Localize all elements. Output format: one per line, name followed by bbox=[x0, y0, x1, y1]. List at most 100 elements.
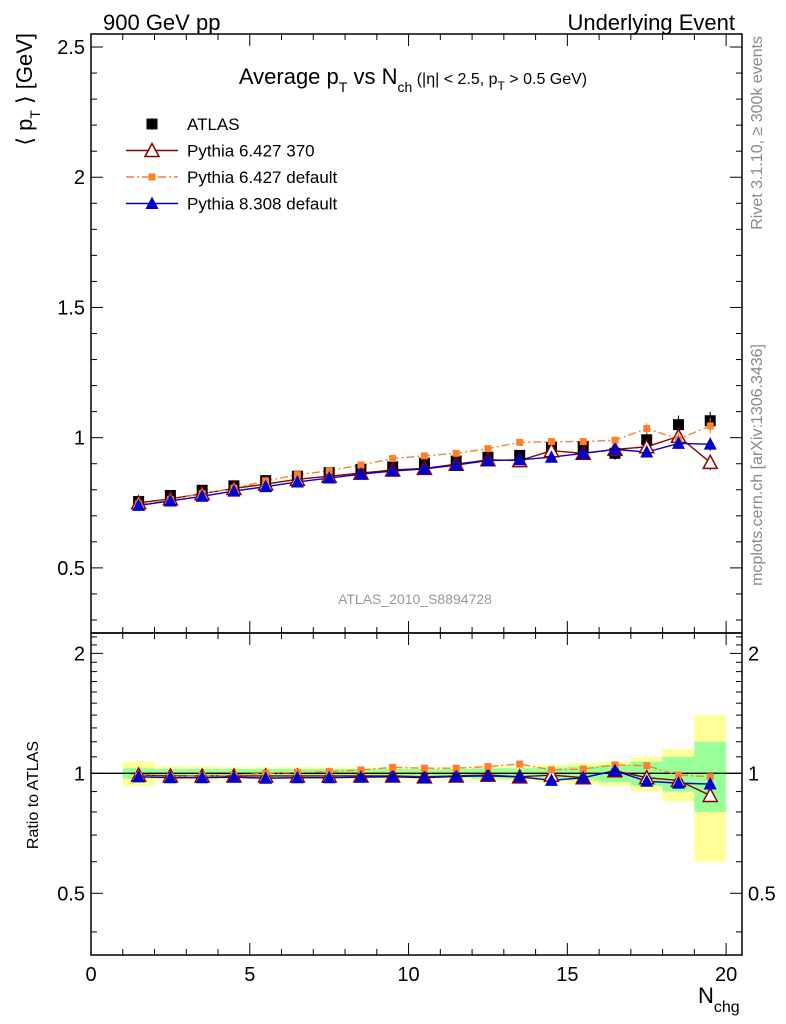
marker-pythia6_default bbox=[706, 422, 714, 430]
xtick-label: 0 bbox=[85, 964, 96, 986]
marker-pythia6_default bbox=[579, 438, 587, 446]
marker-pythia8_default bbox=[544, 773, 558, 786]
marker-pythia8_default bbox=[290, 474, 304, 488]
marker-pythia8_default bbox=[163, 770, 177, 784]
marker-pythia8_default bbox=[386, 769, 400, 783]
marker-pythia8_default bbox=[354, 770, 368, 783]
header-left: 900 GeV pp bbox=[103, 10, 220, 35]
marker-pythia8_default bbox=[449, 769, 463, 782]
marker-pythia6_default bbox=[674, 771, 682, 779]
marker-pythia6_default bbox=[579, 765, 587, 773]
marker-pythia6_default bbox=[452, 764, 460, 772]
xtick-label: 15 bbox=[556, 964, 578, 986]
xtick-label: 20 bbox=[715, 964, 737, 986]
marker-pythia8_default bbox=[417, 461, 431, 475]
ytick-label: 0.5 bbox=[57, 558, 85, 580]
header-right: Underlying Event bbox=[567, 10, 735, 35]
xtick-label: 10 bbox=[397, 964, 419, 986]
marker-pythia8_default bbox=[513, 769, 527, 783]
ytick-label: 1.5 bbox=[57, 297, 85, 319]
plot-title: Average pT vs Nch (|η| < 2.5, pT > 0.5 G… bbox=[239, 64, 587, 95]
marker-pythia6_default bbox=[643, 762, 651, 770]
ratio-ytick-label: 0.5 bbox=[57, 883, 85, 905]
marker-pythia6_default bbox=[357, 461, 365, 469]
marker-pythia8_default bbox=[481, 768, 495, 782]
ytick-label: 2 bbox=[74, 167, 85, 189]
marker-pythia8_default bbox=[640, 774, 654, 787]
analysis-watermark: ATLAS_2010_S8894728 bbox=[338, 591, 492, 607]
marker-pythia8_default bbox=[544, 450, 558, 463]
marker-pythia8_default bbox=[259, 479, 273, 493]
marker-pythia8_default bbox=[576, 770, 590, 784]
marker-pythia8_default bbox=[132, 769, 146, 783]
marker-pythia6_370 bbox=[701, 453, 719, 470]
marker-pythia6_default bbox=[643, 425, 651, 433]
ratio-panel: 0.5 0.51 12 20 5 10 15 20 bbox=[57, 632, 776, 986]
marker-pythia6_default bbox=[516, 760, 524, 768]
marker-pythia6_default bbox=[389, 455, 397, 463]
ratio-ytick-label: 1 bbox=[74, 763, 85, 785]
marker-pythia8_default bbox=[608, 763, 622, 777]
marker-pythia8_default bbox=[640, 444, 654, 458]
marker-pythia6_default bbox=[547, 766, 555, 774]
marker-pythia8_default bbox=[417, 770, 431, 784]
legend-label-pythia6_default: Pythia 6.427 default bbox=[187, 168, 338, 187]
marker-pythia6_default bbox=[452, 449, 460, 457]
legend-label-pythia8_default: Pythia 8.308 default bbox=[187, 195, 338, 214]
marker-pythia8_default bbox=[608, 442, 622, 455]
marker-data bbox=[672, 419, 684, 431]
marker-pythia8_default bbox=[322, 770, 336, 784]
marker-pythia8_default bbox=[671, 776, 685, 789]
marker-pythia6_default bbox=[516, 438, 524, 446]
legend-label-pythia6_370: Pythia 6.427 370 bbox=[187, 142, 315, 161]
marker-data bbox=[146, 118, 158, 130]
marker-pythia8_default bbox=[132, 498, 146, 511]
marker-pythia8_default bbox=[322, 471, 336, 484]
marker-pythia6_default bbox=[325, 467, 333, 475]
marker-pythia6_default bbox=[420, 764, 428, 772]
ratio-ytick-label-right: 2 bbox=[748, 643, 759, 665]
marker-pythia6_default bbox=[611, 436, 619, 444]
rivet-label: Rivet 3.1.10, ≥ 300k events bbox=[749, 36, 766, 230]
marker-pythia8_default bbox=[354, 467, 368, 480]
marker-pythia8_default bbox=[703, 437, 717, 450]
marker-pythia6_default bbox=[389, 763, 397, 771]
marker-pythia8_default bbox=[386, 464, 400, 477]
marker-pythia6_default bbox=[484, 445, 492, 453]
marker-pythia6_370 bbox=[701, 786, 719, 803]
marker-pythia6_default bbox=[357, 766, 365, 774]
ratio-ytick-label-right: 0.5 bbox=[748, 883, 776, 905]
marker-pythia6_default bbox=[148, 173, 156, 181]
marker-pythia8_default bbox=[259, 771, 273, 784]
marker-pythia8_default bbox=[576, 446, 590, 459]
marker-pythia8_default bbox=[227, 770, 241, 783]
ytick-label: 2.5 bbox=[57, 37, 85, 59]
marker-pythia8_default bbox=[449, 458, 463, 471]
top-ylabel: ⟨ pT ⟩ [GeV] bbox=[12, 33, 43, 146]
xtick-label: 5 bbox=[244, 964, 255, 986]
marker-pythia6_default bbox=[293, 471, 301, 479]
marker-pythia6_default bbox=[706, 773, 714, 781]
marker-pythia8_default bbox=[163, 493, 177, 507]
ytick-label: 1 bbox=[74, 428, 85, 450]
mcplots-label: mcplots.cern.ch [arXiv:1306.3436] bbox=[749, 344, 766, 586]
marker-pythia6_370 bbox=[143, 141, 161, 158]
marker-pythia8_default bbox=[703, 777, 717, 790]
legend: ATLAS Pythia 6.427 370 Pythia 6.427 defaul… bbox=[126, 115, 338, 214]
marker-pythia8_default bbox=[227, 484, 241, 497]
marker-pythia8_default bbox=[671, 436, 685, 449]
legend-label-data: ATLAS bbox=[187, 115, 240, 134]
ratio-ylabel: Ratio to ATLAS bbox=[25, 741, 42, 849]
marker-pythia8_default bbox=[290, 770, 304, 784]
marker-pythia8_default bbox=[513, 452, 527, 466]
ratio-ytick-label-right: 1 bbox=[748, 763, 759, 785]
marker-pythia6_default bbox=[420, 452, 428, 460]
ratio-frame bbox=[90, 632, 743, 956]
xlabel: Nchg bbox=[698, 983, 740, 1016]
marker-pythia6_default bbox=[547, 438, 555, 446]
ratio-ytick-label: 2 bbox=[74, 643, 85, 665]
top-panel: 0.5 1 1.5 2 2.5 bbox=[57, 33, 743, 634]
marker-pythia6_default bbox=[484, 763, 492, 771]
marker-pythia8_default bbox=[481, 453, 495, 467]
